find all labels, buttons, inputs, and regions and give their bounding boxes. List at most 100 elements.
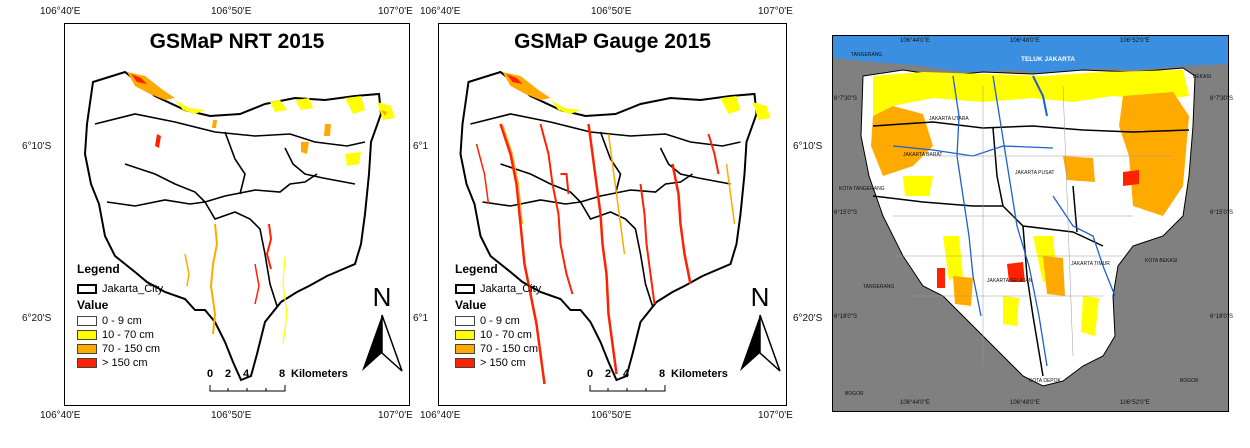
- scale-unit: Kilometers: [671, 368, 728, 380]
- district-line-west: [124, 163, 206, 203]
- nrt-legend: Legend Jakarta_City Value 0 - 9 cm 10 - …: [77, 262, 197, 370]
- p2-top-lon-1: 106°40'E: [420, 6, 461, 17]
- p1-bottom-lon-2: 106°50'E: [211, 410, 252, 421]
- legend-boundary-row: Jakarta_City: [77, 282, 197, 295]
- boundary-swatch: [77, 283, 97, 294]
- map-panel-gauge: GSMaP Gauge 2015 Legend Jakarta_City Val…: [438, 23, 787, 406]
- yellow-zone: [1081, 296, 1099, 336]
- p3-top-lon-3: 106°52'0"E: [1120, 38, 1150, 44]
- jakarta-boundary: [83, 70, 383, 382]
- scale-tick: 8: [659, 368, 666, 380]
- scale-bar-line: [209, 385, 286, 392]
- district-boundary: [872, 195, 1003, 207]
- legend-title: Legend: [77, 262, 120, 276]
- legend-class-row: 0 - 9 cm: [455, 314, 575, 327]
- nrt-flood-streak: [282, 255, 288, 345]
- nrt-flood-streak: [254, 263, 260, 305]
- district-boundary: [872, 121, 1190, 133]
- p3-left-lat-1: 6°7'30"S: [834, 96, 858, 102]
- scale-unit: Kilometers: [291, 368, 348, 380]
- legend-class-label: 70 - 150 cm: [102, 342, 161, 355]
- nrt-flood-patch: [345, 152, 361, 166]
- legend-class-label: 10 - 70 cm: [102, 328, 154, 341]
- gauge-map-svg: [459, 70, 771, 385]
- p3-right-lat-1: 6°7'30"S: [1210, 96, 1234, 102]
- scale-tick: 2: [605, 368, 612, 380]
- p2-top-lon-3: 107°0'E: [758, 6, 793, 17]
- legend-class-label: > 150 cm: [102, 356, 148, 369]
- yellow-zone: [1003, 296, 1019, 326]
- nrt-flood-streak: [265, 223, 273, 270]
- orange-zone: [1119, 92, 1189, 216]
- red-zone: [1123, 170, 1139, 186]
- gauge-flood-streak: [539, 123, 574, 295]
- district-line-north: [94, 113, 366, 147]
- legend-class-row: 70 - 150 cm: [77, 342, 197, 355]
- p2-bottom-lon-3: 107°0'E: [758, 410, 793, 421]
- nrt-map-title: GSMaP NRT 2015: [149, 30, 325, 53]
- label-kota-bekasi: KOTA BEKASI: [1145, 258, 1178, 264]
- nrt-flood-patch: [381, 110, 387, 116]
- label-tangerang-bottom: TANGERANG: [863, 284, 895, 290]
- p2-bottom-lon-1: 106°40'E: [420, 410, 461, 421]
- orange-zone: [1063, 156, 1095, 182]
- red-zone: [1007, 262, 1025, 282]
- yellow-zone: [943, 236, 963, 280]
- label-jakarta-pusat: JAKARTA PUSAT: [1015, 170, 1055, 176]
- red-zone: [937, 268, 945, 288]
- label-jakarta-selatan: JAKARTA SELATAN: [987, 278, 1033, 284]
- p1-right-lat-2: 6°1: [413, 313, 429, 324]
- p3-left-lat-3: 6°18'0"S: [834, 314, 858, 320]
- nrt-flood-patch: [301, 142, 309, 154]
- district-line-center-2: [599, 131, 622, 195]
- legend-class-row: > 150 cm: [455, 356, 575, 369]
- p1-right-lat-1: 6°1: [413, 141, 429, 152]
- gauge-flood-patch: [720, 96, 741, 114]
- legend-swatch: [77, 357, 97, 368]
- p2-right-lat-1: 6°10'S: [793, 141, 823, 152]
- north-arrow-icon: [740, 314, 781, 372]
- label-bekasi-top: BEKASI: [1193, 74, 1212, 80]
- gauge-flood-patch: [506, 74, 523, 84]
- gauge-flood-streak: [725, 163, 736, 225]
- legend-value-title: Value: [455, 298, 487, 312]
- legend-class-label: > 150 cm: [480, 356, 526, 369]
- gauge-flood-streak: [587, 123, 618, 375]
- nrt-flood-patch: [324, 124, 331, 136]
- district-line-south: [579, 201, 654, 307]
- gauge-flood-streak: [475, 143, 490, 205]
- nrt-flood-patch: [345, 96, 365, 114]
- legend-swatch: [455, 343, 475, 354]
- p1-top-lon-3: 107°0'E: [378, 6, 413, 17]
- nrt-map-svg: [83, 70, 395, 382]
- legend-class-row: 0 - 9 cm: [77, 314, 197, 327]
- district-line-center-2: [224, 131, 246, 195]
- district-line-east: [284, 147, 356, 185]
- p1-left-lat-1: 6°10'S: [22, 141, 52, 152]
- p1-bottom-lon-3: 107°0'E: [378, 410, 413, 421]
- label-jakarta-timur: JAKARTA TIMUR: [1071, 261, 1110, 267]
- gauge-flood-streak: [707, 133, 720, 175]
- label-bogor-left: BOGOR: [845, 391, 864, 397]
- scale-bar-line: [589, 385, 666, 392]
- legend-boundary-label: Jakarta_City: [480, 282, 542, 295]
- scale-tick: 8: [279, 368, 286, 380]
- p3-top-lon-1: 106°44'0"E: [900, 38, 930, 44]
- p2-right-lat-2: 6°20'S: [793, 313, 823, 324]
- yellow-zone: [903, 176, 933, 196]
- gauge-legend: Legend Jakarta_City Value 0 - 9 cm 10 - …: [455, 262, 575, 370]
- district-line-north: [470, 113, 741, 147]
- district-line-center: [580, 173, 693, 203]
- gauge-flood-streak: [639, 183, 656, 305]
- north-letter: N: [750, 282, 770, 312]
- boundary-swatch: [455, 283, 475, 294]
- nrt-flood-patch: [175, 100, 205, 114]
- legend-value-title: Value: [77, 298, 109, 312]
- sea-area: [833, 36, 1228, 74]
- map-panel-nrt: GSMaP NRT 2015 Legend Jakarta_City Value…: [64, 23, 410, 406]
- nrt-flood-patch: [295, 98, 313, 110]
- label-tangerang-top: TANGERANG: [851, 52, 883, 58]
- orange-zone: [1043, 256, 1065, 296]
- label-bogor-right: BOGOR: [1180, 378, 1199, 384]
- label-kota-depok: KOTA DEPOK: [1029, 378, 1061, 384]
